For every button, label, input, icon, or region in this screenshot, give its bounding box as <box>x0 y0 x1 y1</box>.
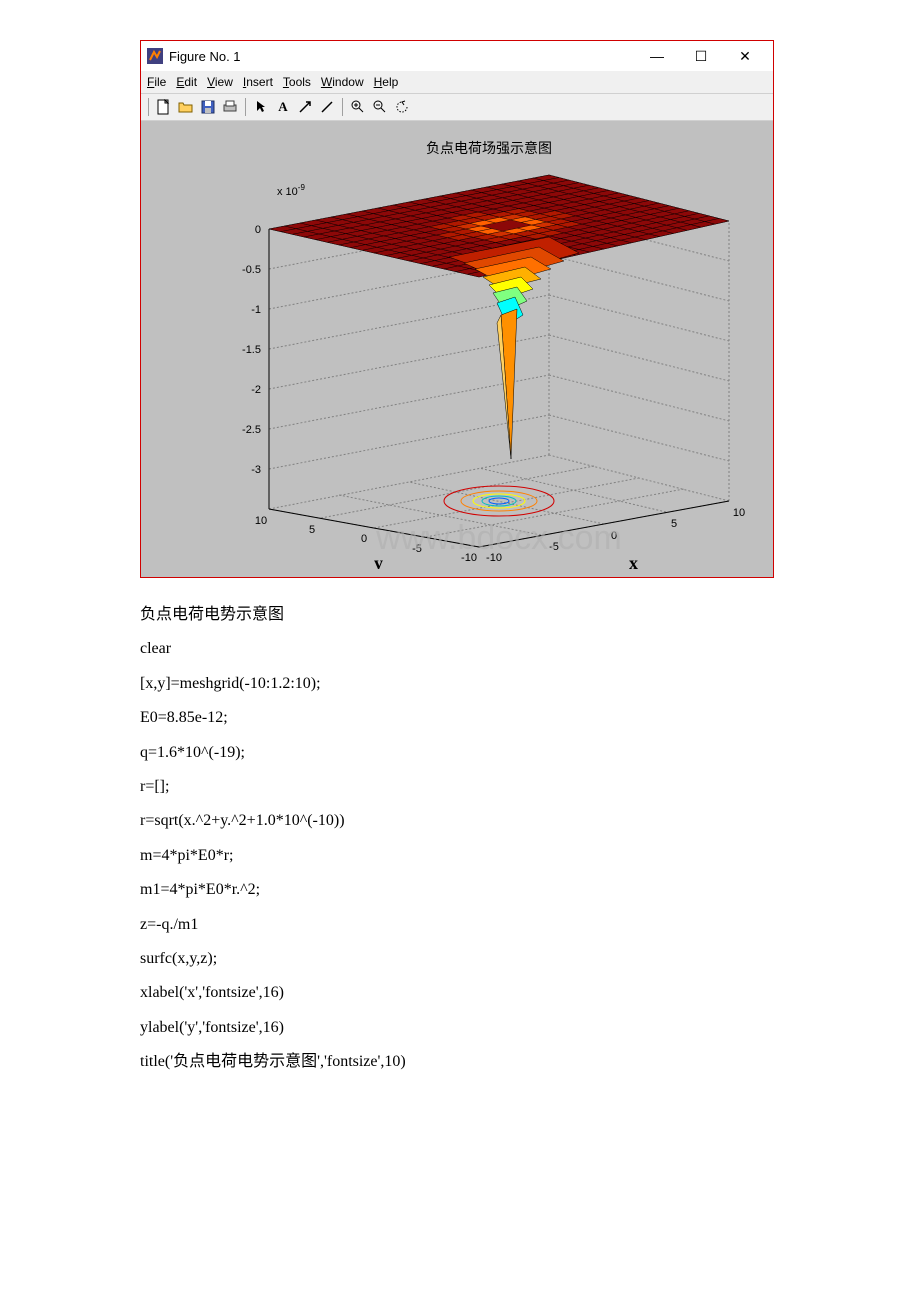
watermark: www.bdocx.com <box>375 519 622 557</box>
plot-area: 负点电荷场强示意图 <box>141 121 773 577</box>
page: Figure No. 1 — ☐ ✕ File Edit View Insert… <box>0 0 920 1119</box>
code-line: title('负点电荷电势示意图','fontsize',10) <box>140 1045 780 1079</box>
chart-title: 负点电荷场强示意图 <box>426 140 552 156</box>
rotate-icon[interactable] <box>392 97 412 117</box>
code-line: surfc(x,y,z); <box>140 942 780 976</box>
tool-bar: A <box>141 93 773 121</box>
close-button[interactable]: ✕ <box>723 41 767 71</box>
code-line: m=4*pi*E0*r; <box>140 839 780 873</box>
x-label: x <box>629 553 638 569</box>
menu-view[interactable]: View <box>207 75 233 89</box>
code-line: [x,y]=meshgrid(-10:1.2:10); <box>140 667 780 701</box>
svg-text:-3: -3 <box>251 464 261 476</box>
svg-text:-0.5: -0.5 <box>242 264 261 276</box>
code-line: m1=4*pi*E0*r.^2; <box>140 873 780 907</box>
code-heading: 负点电荷电势示意图 <box>140 598 780 632</box>
arrow-tool-icon[interactable] <box>295 97 315 117</box>
menu-insert[interactable]: Insert <box>243 75 273 89</box>
svg-text:-1.5: -1.5 <box>242 344 261 356</box>
code-line: E0=8.85e-12; <box>140 701 780 735</box>
window-title: Figure No. 1 <box>169 49 241 64</box>
code-line: r=[]; <box>140 770 780 804</box>
new-file-icon[interactable] <box>154 97 174 117</box>
code-line: xlabel('x','fontsize',16) <box>140 976 780 1010</box>
svg-text:10: 10 <box>255 515 267 527</box>
svg-text:-1: -1 <box>251 304 261 316</box>
matlab-figure-window: Figure No. 1 — ☐ ✕ File Edit View Insert… <box>140 40 774 578</box>
line-tool-icon[interactable] <box>317 97 337 117</box>
zoom-in-icon[interactable] <box>348 97 368 117</box>
code-line: clear <box>140 632 780 666</box>
text-tool-icon[interactable]: A <box>273 97 293 117</box>
surface-plot: 负点电荷场强示意图 <box>149 129 765 569</box>
svg-text:-2: -2 <box>251 384 261 396</box>
minimize-button[interactable]: — <box>635 41 679 71</box>
code-line: q=1.6*10^(-19); <box>140 736 780 770</box>
code-line: z=-q./m1 <box>140 908 780 942</box>
svg-text:5: 5 <box>671 518 677 530</box>
menu-edit[interactable]: Edit <box>176 75 197 89</box>
code-line: r=sqrt(x.^2+y.^2+1.0*10^(-10)) <box>140 804 780 838</box>
save-icon[interactable] <box>198 97 218 117</box>
menu-window[interactable]: Window <box>321 75 364 89</box>
open-folder-icon[interactable] <box>176 97 196 117</box>
menu-file[interactable]: File <box>147 75 166 89</box>
print-icon[interactable] <box>220 97 240 117</box>
pointer-icon[interactable] <box>251 97 271 117</box>
zoom-out-icon[interactable] <box>370 97 390 117</box>
code-line: ylabel('y','fontsize',16) <box>140 1011 780 1045</box>
svg-text:0: 0 <box>255 224 261 236</box>
maximize-button[interactable]: ☐ <box>679 41 723 71</box>
menu-help[interactable]: Help <box>374 75 399 89</box>
menu-bar: File Edit View Insert Tools Window Help <box>141 71 773 93</box>
svg-text:0: 0 <box>361 533 367 545</box>
code-block: 负点电荷电势示意图 clear [x,y]=meshgrid(-10:1.2:1… <box>140 598 780 1079</box>
matlab-icon <box>147 48 163 64</box>
svg-text:10: 10 <box>733 507 745 519</box>
svg-text:5: 5 <box>309 524 315 536</box>
svg-text:-2.5: -2.5 <box>242 424 261 436</box>
menu-tools[interactable]: Tools <box>283 75 311 89</box>
title-bar: Figure No. 1 — ☐ ✕ <box>141 41 773 71</box>
